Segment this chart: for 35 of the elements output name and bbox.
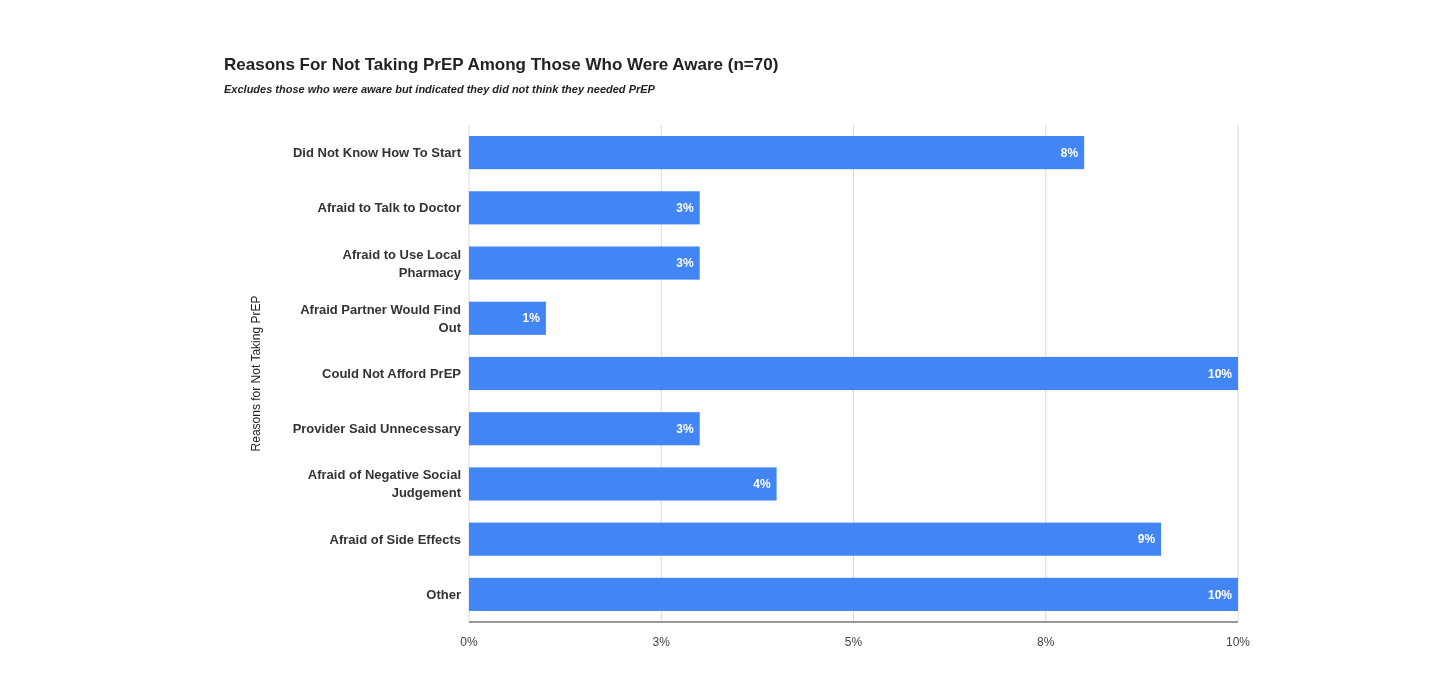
data-label: 1% [522,311,541,326]
data-label: 10% [1207,366,1233,381]
bar [469,467,777,501]
bar [469,356,1238,391]
bar [469,301,546,335]
x-tick-label: 8% [1037,635,1055,649]
chart-title: Reasons For Not Taking PrEP Among Those Who Were Aware (n=70) [224,55,779,74]
bar [469,577,1238,611]
data-label: 3% [676,201,695,216]
data-label: 8% [1060,145,1079,160]
y-tick-label: Afraid Partner Would Find Out [300,301,462,335]
x-tick-label: 10% [1225,635,1251,649]
y-tick-label: Did Not Know How To Start [292,145,462,161]
data-label: 3% [676,256,695,271]
y-tick-label: Afraid of Side Effects [329,531,461,547]
y-tick-label: Could Not Afford PrEP [322,366,462,382]
bar [469,246,700,280]
data-label: 4% [753,477,771,492]
y-tick-label: Afraid of Negative Social Judgement [307,467,462,501]
y-tick-label: Other [426,586,461,602]
bar [469,522,1162,556]
y-tick-label: Afraid to Use Local Pharmacy [342,246,462,280]
y-tick-label: Afraid to Talk to Doctor [317,200,461,216]
chart-subtitle: Excludes those who were aware but indicated they did not think they needed PrEP [224,83,656,95]
x-tick-label: 5% [844,635,863,649]
bar [469,412,700,446]
bar [469,191,700,225]
x-tick-label: 0% [460,635,478,649]
bar [469,136,1085,170]
x-tick-label: 3% [652,635,671,649]
y-axis-title: Reasons for Not Taking PrEP [249,295,263,452]
data-label: 9% [1137,532,1156,547]
data-label: 10% [1207,587,1233,602]
y-tick-label: Provider Said Unnecessary [292,421,462,437]
data-label: 3% [676,421,695,436]
